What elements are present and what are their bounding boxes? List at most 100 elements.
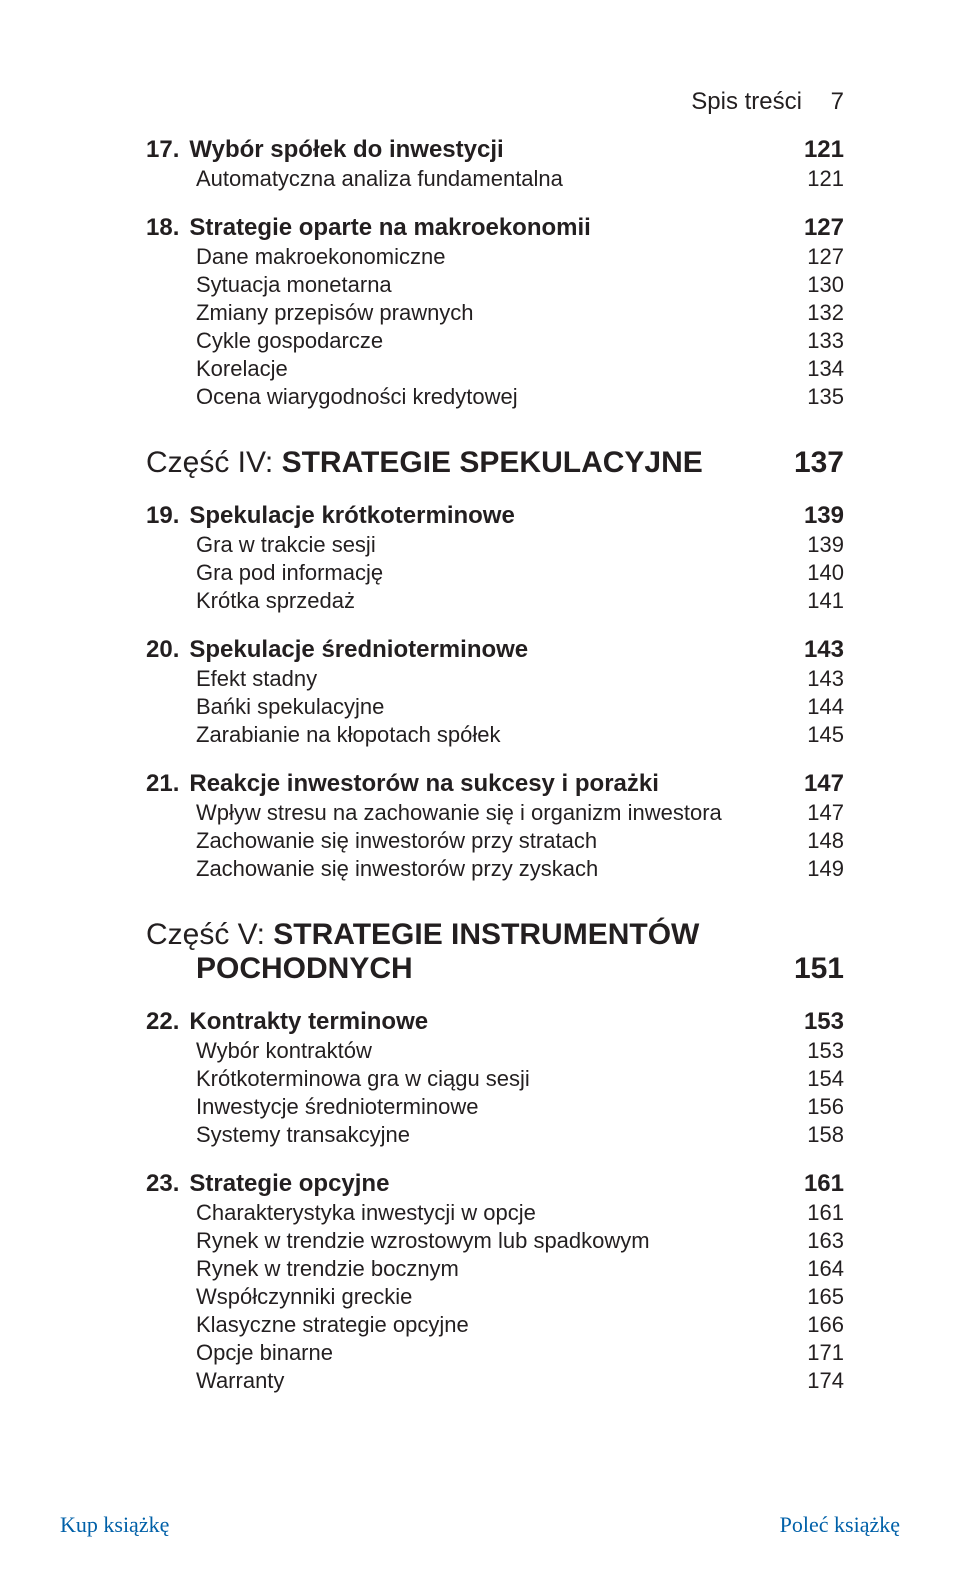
- toc-chapter: 21. Reakcje inwestorów na sukcesy i poraż…: [146, 770, 844, 798]
- toc-sub: Rynek w trendzie wzrostowym lub spadkowy…: [146, 1228, 844, 1254]
- toc-sub-title: Klasyczne strategie opcyjne: [146, 1312, 469, 1338]
- toc-page-num: 121: [784, 166, 844, 192]
- toc-chapter: 20. Spekulacje średnioterminowe 143: [146, 636, 844, 664]
- toc-sub-title: Automatyczna analiza fundamentalna: [146, 166, 563, 192]
- toc-page-num: 143: [784, 636, 844, 664]
- toc-chapter-num: 19.: [146, 502, 179, 530]
- toc-chapter-num: 20.: [146, 636, 179, 664]
- toc-sub: Bańki spekulacyjne 144: [146, 694, 844, 720]
- toc-chapter-title: Wybór spółek do inwestycji: [189, 136, 503, 164]
- toc-chapter-title: Spekulacje średnioterminowe: [189, 636, 528, 664]
- toc-sub: Opcje binarne 171: [146, 1340, 844, 1366]
- toc-sub-title: Opcje binarne: [146, 1340, 333, 1366]
- toc-part-title-line2: POCHODNYCH: [146, 952, 413, 986]
- toc-sub-title: Inwestycje średnioterminowe: [146, 1094, 478, 1120]
- toc-page-num: 164: [784, 1256, 844, 1282]
- toc-page-num: 161: [784, 1170, 844, 1198]
- toc-sub-title: Systemy transakcyjne: [146, 1122, 410, 1148]
- toc-chapter: 23. Strategie opcyjne 161: [146, 1170, 844, 1198]
- toc-sub: Efekt stadny 143: [146, 666, 844, 692]
- toc-sub: Klasyczne strategie opcyjne 166: [146, 1312, 844, 1338]
- toc-chapter-num: 23.: [146, 1170, 179, 1198]
- recommend-book-link[interactable]: Poleć książkę: [780, 1512, 900, 1538]
- toc-page-num: 147: [784, 800, 844, 826]
- toc-page-num: 158: [784, 1122, 844, 1148]
- toc-sub-title: Gra w trakcie sesji: [146, 532, 376, 558]
- toc-chapter-num: 22.: [146, 1008, 179, 1036]
- toc-sub-title: Charakterystyka inwestycji w opcje: [146, 1200, 536, 1226]
- toc-page-num: 141: [784, 588, 844, 614]
- toc-sub-title: Krótka sprzedaż: [146, 588, 355, 614]
- toc-sub-title: Bańki spekulacyjne: [146, 694, 384, 720]
- running-header-page: 7: [831, 88, 844, 115]
- toc-sub: Systemy transakcyjne 158: [146, 1122, 844, 1148]
- toc-sub: Współczynniki greckie165: [146, 1284, 844, 1310]
- toc-sub-title: Warranty: [146, 1368, 284, 1394]
- toc-sub-title: Rynek w trendzie wzrostowym lub spadkowy…: [146, 1228, 650, 1254]
- toc-sub: Dane makroekonomiczne127: [146, 244, 844, 270]
- toc-sub-title: Efekt stadny: [146, 666, 317, 692]
- toc-page-num: 163: [784, 1228, 844, 1254]
- running-header-title: Spis treści: [691, 88, 802, 115]
- toc-part-label: Część V:: [146, 918, 273, 951]
- toc-sub-title: Dane makroekonomiczne: [146, 244, 445, 270]
- toc-page-num: 145: [784, 722, 844, 748]
- toc-sub-title: Ocena wiarygodności kredytowej: [146, 384, 518, 410]
- toc-page-num: 161: [784, 1200, 844, 1226]
- toc-sub: Wybór kontraktów 153: [146, 1038, 844, 1064]
- toc-chapter-num: 17.: [146, 136, 179, 164]
- toc-sub: Ocena wiarygodności kredytowej 135: [146, 384, 844, 410]
- toc-sub-title: Wybór kontraktów: [146, 1038, 372, 1064]
- toc-page-num: 153: [784, 1038, 844, 1064]
- toc-part-label: Część IV:: [146, 446, 282, 479]
- toc-sub-title: Zachowanie się inwestorów przy stratach: [146, 828, 597, 854]
- toc-sub-title: Krótkoterminowa gra w ciągu sesji: [146, 1066, 530, 1092]
- toc-page-num: 154: [784, 1066, 844, 1092]
- buy-book-link[interactable]: Kup książkę: [60, 1512, 169, 1538]
- toc-sub: Gra pod informację 140: [146, 560, 844, 586]
- toc-part: Część IV: STRATEGIE SPEKULACYJNE137: [146, 446, 844, 480]
- toc-part-title: STRATEGIE SPEKULACYJNE: [282, 446, 703, 479]
- running-header: Spis treści 7: [691, 88, 844, 116]
- toc-page-num: 156: [784, 1094, 844, 1120]
- toc-sub: Inwestycje średnioterminowe 156: [146, 1094, 844, 1120]
- toc-sub-title: Gra pod informację: [146, 560, 383, 586]
- toc-chapter: 19. Spekulacje krótkoterminowe 139: [146, 502, 844, 530]
- toc-sub: Zarabianie na kłopotach spółek 145: [146, 722, 844, 748]
- toc-page-num: 133: [784, 328, 844, 354]
- toc-chapter-title: Kontrakty terminowe: [189, 1008, 428, 1036]
- toc-page-num: 165: [784, 1284, 844, 1310]
- toc-sub-title: Cykle gospodarcze: [146, 328, 383, 354]
- toc-sub-title: Zarabianie na kłopotach spółek: [146, 722, 501, 748]
- toc-sub: Gra w trakcie sesji 139: [146, 532, 844, 558]
- toc-page-num: 140: [784, 560, 844, 586]
- toc-page-num: 148: [784, 828, 844, 854]
- toc-part-title-line1: STRATEGIE INSTRUMENTÓW: [273, 918, 699, 951]
- toc-page-num: 143: [784, 666, 844, 692]
- toc-page-num: 127: [784, 214, 844, 242]
- toc-page-num: 174: [784, 1368, 844, 1394]
- toc-page-num: 139: [784, 502, 844, 530]
- toc-page-num: 135: [784, 384, 844, 410]
- toc-chapter: 18.Strategie oparte na makroekonomii127: [146, 214, 844, 242]
- toc-sub: Korelacje134: [146, 356, 844, 382]
- toc-chapter-title: Spekulacje krótkoterminowe: [189, 502, 514, 530]
- toc-sub-title: Sytuacja monetarna: [146, 272, 392, 298]
- toc-chapter-num: 21.: [146, 770, 179, 798]
- toc-sub-title: Rynek w trendzie bocznym: [146, 1256, 459, 1282]
- toc-page-num: 139: [784, 532, 844, 558]
- toc-chapter-title: Strategie opcyjne: [189, 1170, 389, 1198]
- toc-page-num: 166: [784, 1312, 844, 1338]
- toc-chapter: 22.Kontrakty terminowe153: [146, 1008, 844, 1036]
- toc-sub: Cykle gospodarcze 133: [146, 328, 844, 354]
- toc-chapter-title: Reakcje inwestorów na sukcesy i porażki: [189, 770, 659, 798]
- toc-page-num: 147: [784, 770, 844, 798]
- toc-page-num: 144: [784, 694, 844, 720]
- toc-sub-title: Zachowanie się inwestorów przy zyskach: [146, 856, 598, 882]
- toc-sub: Zmiany przepisów prawnych132: [146, 300, 844, 326]
- toc-page-num: 171: [784, 1340, 844, 1366]
- toc-sub-title: Korelacje: [146, 356, 288, 382]
- toc-sub: Charakterystyka inwestycji w opcje 161: [146, 1200, 844, 1226]
- toc-chapter-num: 18.: [146, 214, 179, 242]
- toc-sub: Sytuacja monetarna130: [146, 272, 844, 298]
